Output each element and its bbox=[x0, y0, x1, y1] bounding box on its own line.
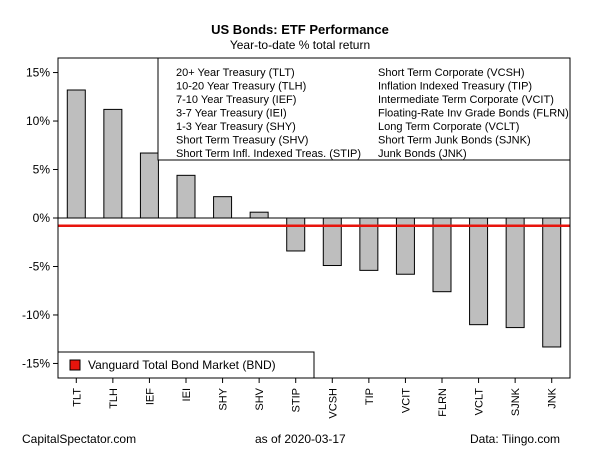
legend-entry-left: 20+ Year Treasury (TLT) bbox=[176, 67, 295, 79]
x-tick-label-tip: TIP bbox=[364, 388, 376, 405]
y-tick-label: 0% bbox=[33, 211, 51, 225]
x-tick-label-iei: IEI bbox=[181, 388, 193, 401]
legend-entry-right: Long Term Corporate (VCLT) bbox=[378, 121, 519, 133]
x-tick-label-vcsh: VCSH bbox=[327, 388, 339, 419]
y-tick-label: 10% bbox=[26, 114, 50, 128]
chart-title: US Bonds: ETF Performance bbox=[211, 22, 389, 37]
legend-entry-left: 1-3 Year Treasury (SHY) bbox=[176, 121, 296, 133]
bnd-legend-box bbox=[57, 351, 315, 379]
x-tick-label-ief: IEF bbox=[144, 388, 156, 405]
legend-entry-right: Junk Bonds (JNK) bbox=[378, 148, 467, 160]
y-axis: 15% 10% 5% 0% -5% -10% -15% bbox=[22, 66, 58, 370]
legend-entry-left: Short Term Infl. Indexed Treas. (STIP) bbox=[176, 148, 361, 160]
bar-tlh bbox=[103, 108, 123, 219]
x-tick-label-flrn: FLRN bbox=[437, 388, 449, 417]
bars-layer bbox=[66, 89, 562, 348]
legend-entry-left: Short Term Treasury (SHV) bbox=[176, 135, 308, 147]
bar-jnk bbox=[542, 217, 562, 348]
x-tick-label-stip: STIP bbox=[291, 388, 303, 412]
ticker-legend-box bbox=[157, 57, 571, 161]
bar-stip bbox=[286, 217, 306, 252]
legend-entry-left: 7-10 Year Treasury (IEF) bbox=[176, 94, 296, 106]
y-tick-label: -15% bbox=[22, 356, 50, 370]
ticker-legend-left: 20+ Year Treasury (TLT) 10-20 Year Treasu… bbox=[176, 67, 361, 160]
legend-entry-right: Short Term Corporate (VCSH) bbox=[378, 67, 525, 79]
legend-entry-left: 3-7 Year Treasury (IEI) bbox=[176, 108, 287, 120]
legend-entry-right: Inflation Indexed Treasury (TIP) bbox=[378, 81, 532, 93]
x-tick-label-tlh: TLH bbox=[108, 388, 120, 409]
bar-flrn bbox=[432, 217, 452, 293]
y-tick-label: -10% bbox=[22, 308, 50, 322]
bar-shy bbox=[213, 196, 233, 219]
x-tick-label-shy: SHY bbox=[218, 387, 230, 410]
y-tick-label: 15% bbox=[26, 66, 50, 80]
bar-tlt bbox=[66, 89, 86, 219]
x-tick-label-tlt: TLT bbox=[71, 388, 83, 407]
legend-entry-right: Floating-Rate Inv Grade Bonds (FLRN) bbox=[378, 108, 569, 120]
bar-ief bbox=[139, 152, 159, 219]
legend-entry-right: Short Term Junk Bonds (SJNK) bbox=[378, 135, 531, 147]
bar-sjnk bbox=[505, 217, 525, 329]
bnd-legend-swatch bbox=[69, 359, 81, 371]
legend-entry-right: Intermediate Term Corporate (VCIT) bbox=[378, 94, 554, 106]
footer-source-site: CapitalSpectator.com bbox=[22, 432, 137, 446]
x-tick-label-vclt: VCLT bbox=[474, 388, 486, 416]
y-tick-label: -5% bbox=[29, 259, 51, 273]
x-axis: TLT TLH IEF IEI SHY SHV STIP VCSH TIP VCIT FLRN VCL… bbox=[71, 378, 559, 419]
legend-entry-left: 10-20 Year Treasury (TLH) bbox=[176, 81, 306, 93]
ticker-legend-right: Short Term Corporate (VCSH) Inflation Ind… bbox=[378, 67, 569, 160]
x-tick-label-jnk: JNK bbox=[547, 387, 559, 408]
bar-iei bbox=[176, 174, 196, 219]
x-tick-label-sjnk: SJNK bbox=[510, 387, 522, 416]
y-tick-label: 5% bbox=[33, 163, 51, 177]
x-tick-label-vcit: VCIT bbox=[400, 388, 412, 413]
footer-date: as of 2020-03-17 bbox=[255, 432, 346, 446]
bar-shv bbox=[249, 211, 269, 219]
chart-subtitle: Year-to-date % total return bbox=[229, 38, 371, 52]
bar-vclt bbox=[469, 217, 489, 326]
bnd-legend-label: Vanguard Total Bond Market (BND) bbox=[88, 358, 276, 372]
footer-data-source: Data: Tiingo.com bbox=[470, 432, 561, 446]
x-tick-label-shv: SHV bbox=[254, 387, 266, 410]
